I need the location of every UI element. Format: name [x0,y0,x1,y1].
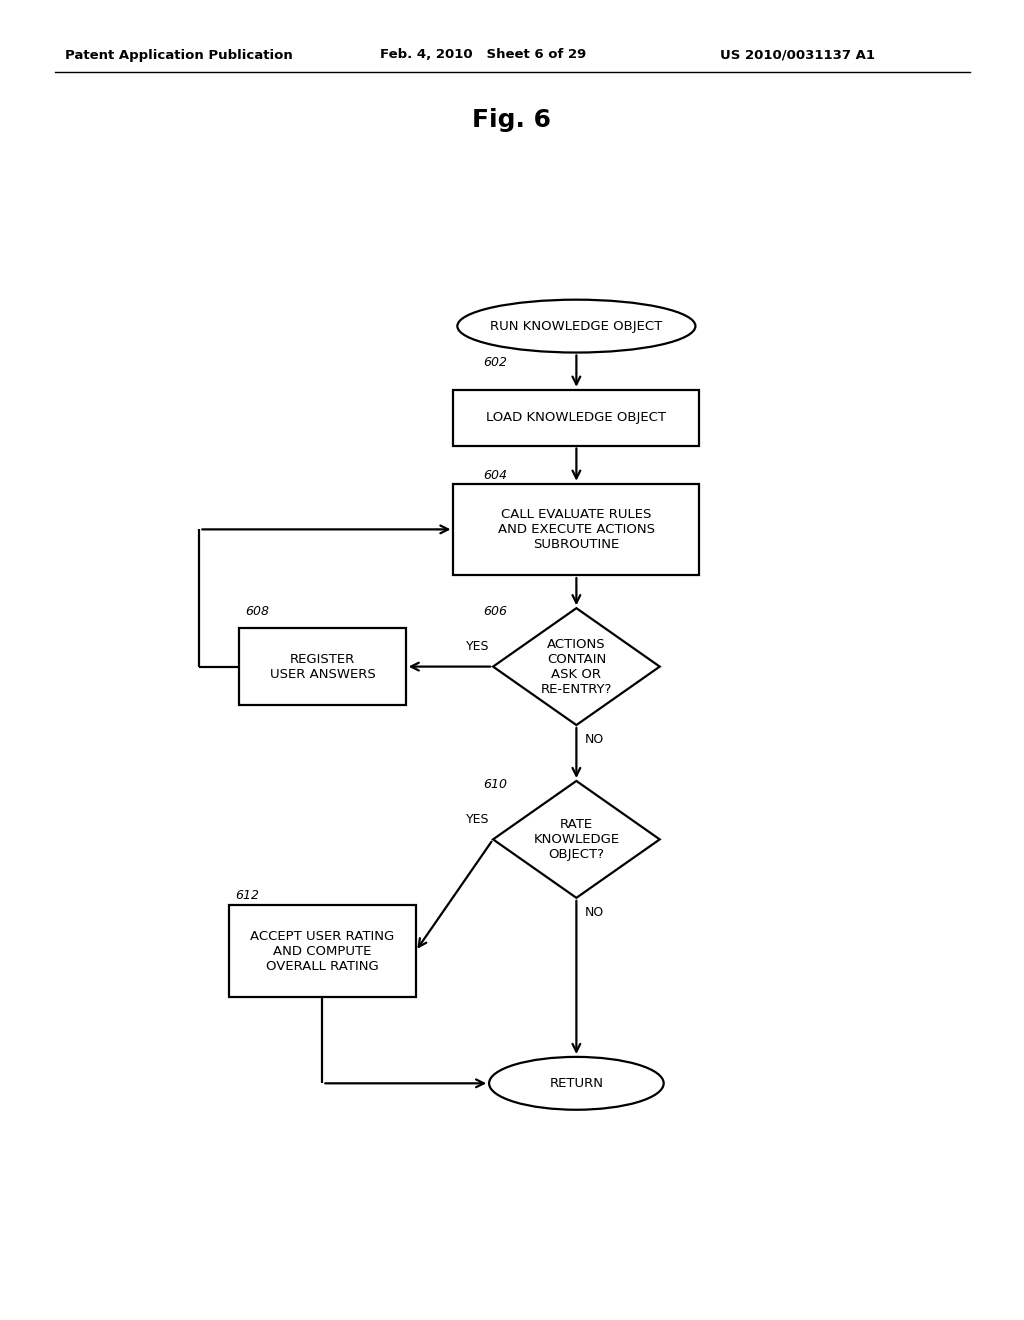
Bar [240,628,406,705]
Text: CALL EVALUATE RULES
AND EXECUTE ACTIONS
SUBROUTINE: CALL EVALUATE RULES AND EXECUTE ACTIONS … [498,508,655,550]
Text: US 2010/0031137 A1: US 2010/0031137 A1 [720,49,874,62]
Bar [454,389,699,446]
Text: RATE
KNOWLEDGE
OBJECT?: RATE KNOWLEDGE OBJECT? [534,818,620,861]
Text: Feb. 4, 2010   Sheet 6 of 29: Feb. 4, 2010 Sheet 6 of 29 [380,49,587,62]
Text: 608: 608 [246,605,269,618]
Text: LOAD KNOWLEDGE OBJECT: LOAD KNOWLEDGE OBJECT [486,411,667,424]
Text: ACCEPT USER RATING
AND COMPUTE
OVERALL RATING: ACCEPT USER RATING AND COMPUTE OVERALL R… [250,929,394,973]
Text: 602: 602 [483,356,508,368]
Text: 610: 610 [483,777,508,791]
Text: YES: YES [466,813,489,826]
Text: RETURN: RETURN [550,1077,603,1090]
Text: NO: NO [585,906,603,919]
Text: 606: 606 [483,605,508,618]
Text: 612: 612 [236,890,259,903]
Bar [229,906,416,997]
Text: NO: NO [585,733,603,746]
Text: YES: YES [466,640,489,653]
Text: 604: 604 [483,469,508,482]
Text: Patent Application Publication: Patent Application Publication [65,49,293,62]
Bar [454,483,699,576]
Text: ACTIONS
CONTAIN
ASK OR
RE-ENTRY?: ACTIONS CONTAIN ASK OR RE-ENTRY? [541,638,612,696]
Text: RUN KNOWLEDGE OBJECT: RUN KNOWLEDGE OBJECT [490,319,663,333]
Text: Fig. 6: Fig. 6 [472,108,552,132]
Text: REGISTER
USER ANSWERS: REGISTER USER ANSWERS [269,652,376,681]
